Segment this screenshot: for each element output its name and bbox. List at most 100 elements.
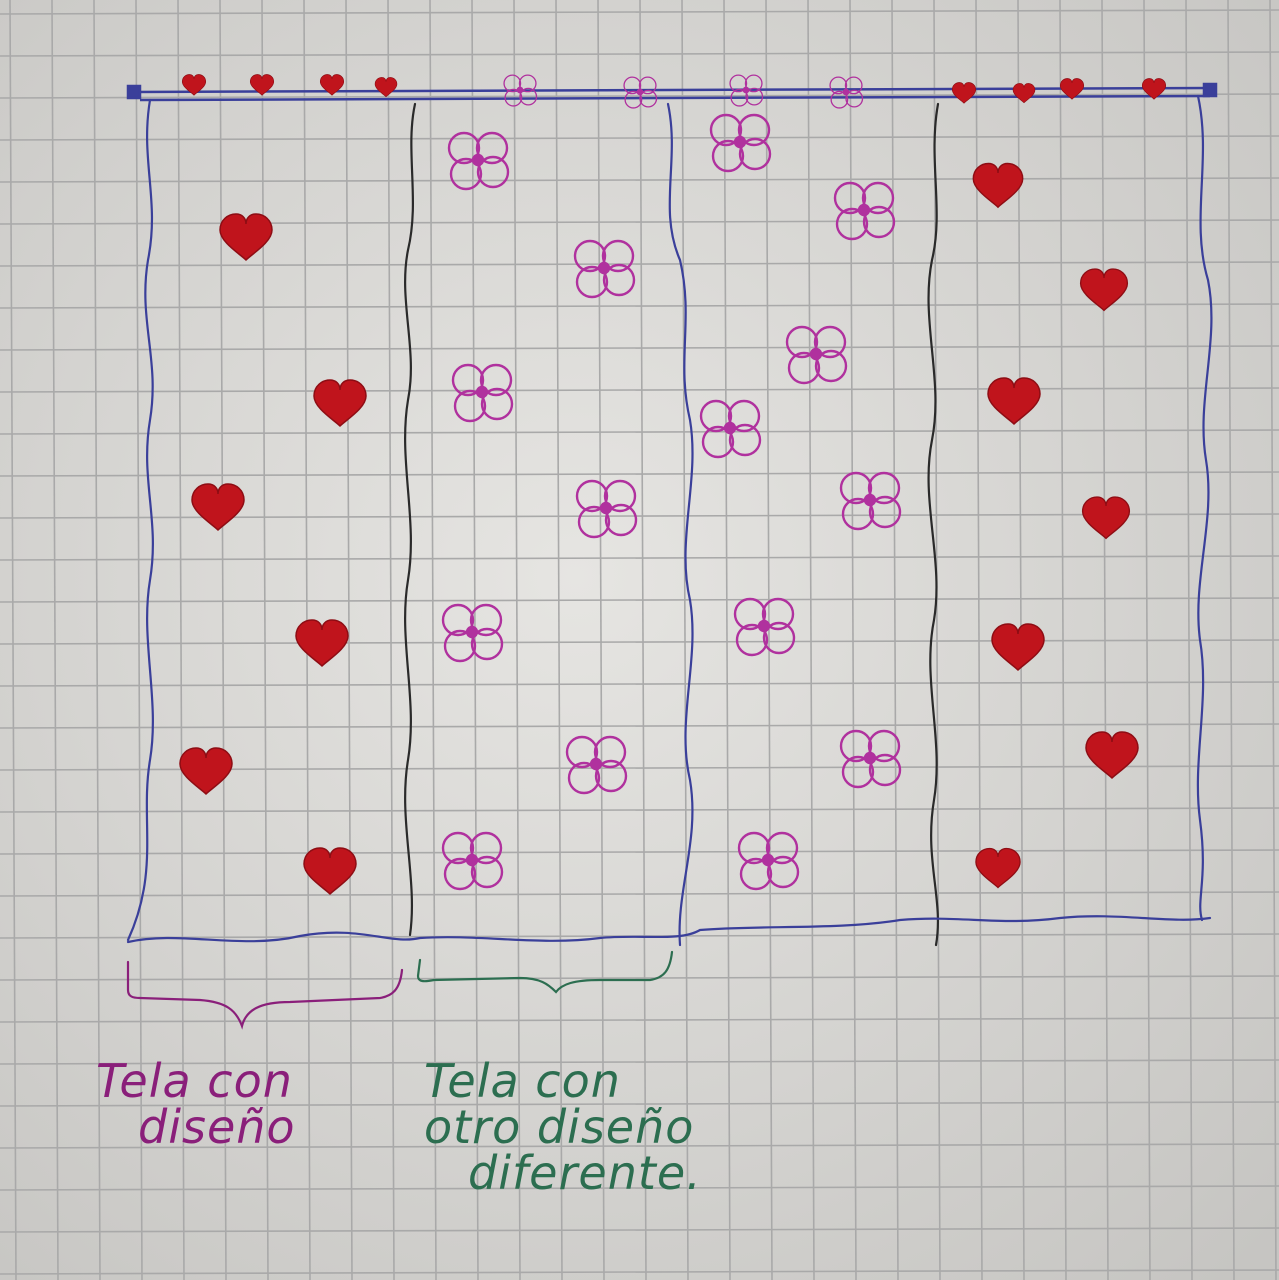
grid-line-horizontal (0, 807, 1279, 813)
heart-icon (1085, 731, 1139, 780)
flower-petal (733, 597, 767, 631)
left-caption-line-2: diseño (138, 1100, 296, 1154)
grid-line-vertical (723, 0, 731, 1280)
heart-icon (972, 162, 1024, 209)
heart-icon (219, 213, 273, 262)
flower-petal (729, 74, 748, 93)
divider-3 (927, 102, 940, 947)
grid-line-horizontal (0, 345, 1279, 351)
flower-center (857, 203, 871, 217)
middle-panel-caption: Tela con otro diseño diferente. (424, 1058, 702, 1196)
middle-caption-line-1: Tela con (424, 1054, 621, 1108)
flower-icon (839, 729, 902, 789)
flower-petal (785, 325, 819, 359)
heart-icon (1079, 268, 1129, 312)
flower-petal (476, 155, 510, 189)
flower-petal (604, 503, 638, 537)
grid-line-vertical (597, 0, 605, 1280)
flower-pattern (441, 74, 902, 891)
heart-icon (1012, 83, 1036, 104)
flower-petal (453, 389, 487, 423)
flower-petal (603, 479, 637, 513)
grid-line-vertical (93, 0, 101, 1280)
flower-petal (701, 425, 735, 459)
flower-center (809, 347, 823, 361)
grid-line-horizontal (0, 975, 1279, 981)
flower-icon (573, 239, 636, 299)
middle-caption-line-3: diferente. (468, 1146, 702, 1200)
flower-icon (441, 603, 504, 663)
flower-petal (623, 76, 642, 95)
grid-line-vertical (429, 0, 437, 1280)
grid-line-horizontal (0, 891, 1279, 897)
grid-line-horizontal (0, 1185, 1279, 1191)
grid-line-vertical (891, 0, 899, 1280)
flower-petal (745, 87, 764, 106)
grid-line-vertical (975, 0, 983, 1280)
flower-icon (565, 735, 628, 795)
grid-line-horizontal (0, 1017, 1279, 1023)
flower-center (842, 88, 850, 96)
flower-center (863, 493, 877, 507)
heart-icon (975, 847, 1021, 889)
grid-line-vertical (219, 0, 227, 1280)
flower-petal (447, 131, 481, 165)
flower-center (636, 88, 644, 96)
outer-left-edge (126, 98, 154, 942)
flower-petal (601, 239, 635, 273)
flower-petal (638, 76, 657, 95)
flower-icon (451, 363, 514, 423)
flower-petal (829, 76, 848, 95)
flower-icon (699, 399, 762, 459)
flower-petal (699, 399, 733, 433)
flower-petal (739, 857, 773, 891)
flower-petal (841, 497, 875, 531)
bottom-edge (126, 915, 1212, 944)
flower-petal (503, 74, 522, 93)
grid-line-horizontal (0, 597, 1279, 603)
flower-petal (830, 90, 849, 109)
grid-line-vertical (807, 0, 815, 1280)
grid-line-vertical (513, 0, 521, 1280)
heart-icon (313, 379, 367, 428)
flower-center (465, 853, 479, 867)
flower-icon (839, 471, 902, 531)
grid-line-horizontal (0, 681, 1279, 687)
flower-petal (443, 629, 477, 663)
flower-petal (469, 603, 503, 637)
flower-petal (761, 597, 795, 631)
flower-petal (475, 131, 509, 165)
flower-icon (733, 597, 796, 657)
flower-petal (602, 263, 636, 297)
middle-caption-line-2: otro diseño (424, 1100, 695, 1154)
flower-petal (730, 88, 749, 107)
panel-outlines (126, 94, 1213, 947)
flower-icon (709, 113, 772, 173)
flower-petal (449, 157, 483, 191)
grid-line-horizontal (0, 93, 1279, 99)
flower-center (597, 261, 611, 275)
outer-right-edge (1196, 94, 1213, 922)
flower-petal (518, 74, 537, 93)
grid-line-vertical (261, 0, 269, 1280)
flower-center (761, 853, 775, 867)
flower-center (471, 153, 485, 167)
heart-icon (1141, 78, 1167, 100)
flower-petal (738, 137, 772, 171)
flower-center (723, 421, 737, 435)
flower-petal (593, 735, 627, 769)
grid-line-horizontal (0, 219, 1279, 225)
grid-line-horizontal (0, 1227, 1279, 1233)
flower-petal (787, 351, 821, 385)
flower-petal (711, 139, 745, 173)
flower-petal (624, 90, 643, 109)
flower-petal (441, 831, 475, 865)
heart-pattern (179, 74, 1167, 896)
grid-line-horizontal (0, 639, 1279, 645)
flower-petal (728, 423, 762, 457)
heart-icon (951, 82, 977, 104)
flower-icon (623, 76, 658, 109)
flower-petal (639, 89, 658, 108)
flower-petal (577, 505, 611, 539)
flower-icon (785, 325, 848, 385)
